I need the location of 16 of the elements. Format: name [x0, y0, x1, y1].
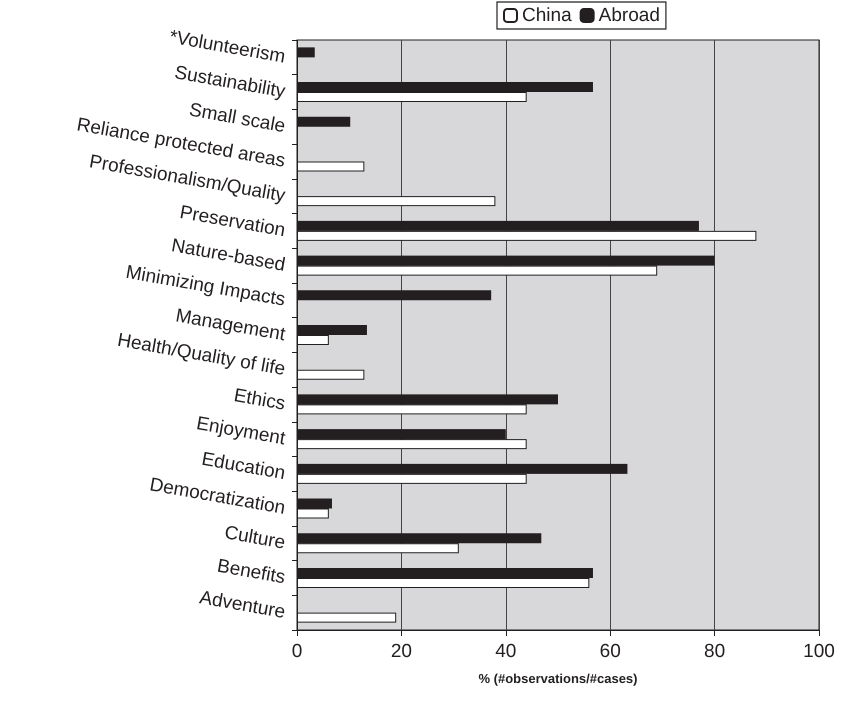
x-tick-label: 40: [495, 641, 516, 662]
x-tick-label: 60: [600, 641, 621, 662]
y-tick-label: Culture: [222, 522, 287, 554]
y-tick-label: Benefits: [216, 556, 287, 588]
x-tick-label: 100: [803, 641, 835, 662]
x-tick-label: 0: [292, 641, 302, 662]
y-tick-label: Small scale: [188, 100, 287, 138]
x-tick-label: 20: [390, 641, 412, 662]
y-tick-label: Enjoyment: [194, 413, 288, 450]
y-tick-label: Adventure: [198, 587, 287, 623]
y-tick-label: Education: [200, 448, 287, 484]
y-tick-label: Ethics: [232, 385, 287, 415]
x-tick-label: 80: [704, 641, 726, 662]
x-axis-title: % (#observations/#cases): [478, 671, 638, 686]
legend-label: China: [522, 5, 572, 26]
legend-label: Abroad: [598, 5, 660, 26]
